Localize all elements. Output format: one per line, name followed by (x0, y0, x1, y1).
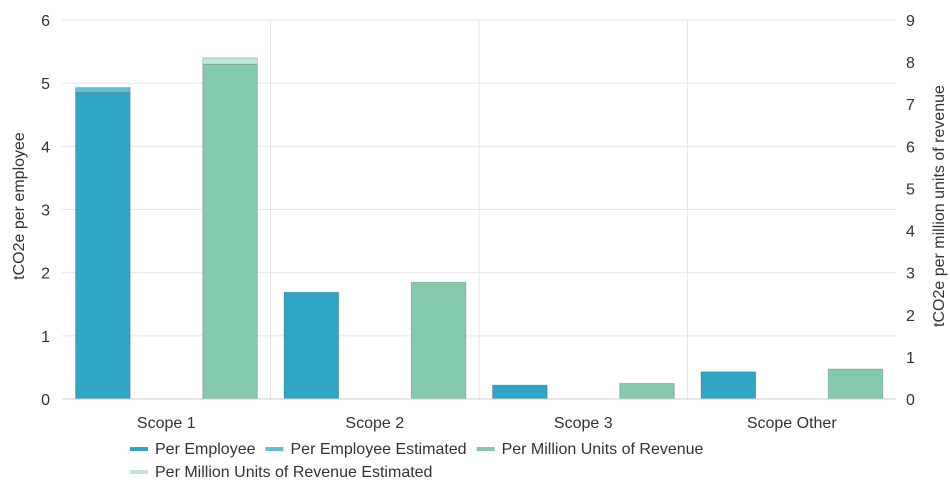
gridlines (62, 19, 896, 400)
right-tick-label: 0 (906, 392, 915, 409)
bar-revenue (619, 382, 675, 400)
bar-employee (75, 92, 131, 400)
legend-swatch (265, 447, 284, 451)
left-axis-title: tCO2e per employee (11, 132, 28, 280)
bar-revenue (410, 281, 467, 400)
category-label: Scope 2 (345, 415, 404, 432)
category-label: Scope Other (747, 415, 838, 432)
bar-revenue (202, 63, 258, 400)
legend-label: Per Employee Estimated (291, 441, 467, 458)
left-tick-label: 6 (41, 13, 50, 30)
legend-label: Per Million Units of Revenue Estimated (155, 464, 432, 481)
legend-label: Per Employee (155, 441, 256, 458)
left-tick-label: 2 (41, 266, 50, 283)
bar-employee (492, 384, 548, 400)
legend-swatch (130, 470, 148, 474)
right-tick-label: 6 (906, 139, 915, 156)
right-tick-label: 4 (906, 224, 915, 241)
legend-label: Per Million Units of Revenue (502, 441, 704, 458)
bar-employee (75, 87, 131, 94)
legend-swatch (476, 447, 495, 451)
axes: 0 1 2 3 4 5 6 0 1 2 3 4 5 6 7 8 9 Scope 1 Scope 2 Scope 3 Sc… (41, 13, 915, 432)
bar-employee (700, 371, 757, 400)
right-tick-label: 2 (906, 308, 915, 325)
bar-revenue (827, 368, 884, 400)
left-tick-label: 3 (41, 203, 50, 220)
category-label: Scope 1 (137, 415, 196, 432)
category-label: Scope 3 (554, 415, 613, 432)
right-tick-label: 7 (906, 97, 915, 114)
left-tick-label: 5 (41, 76, 50, 93)
right-tick-label: 3 (906, 266, 915, 283)
bar-revenue (202, 57, 258, 65)
bars (75, 57, 884, 400)
bar-employee (283, 291, 340, 400)
left-tick-label: 4 (41, 139, 50, 156)
right-tick-label: 9 (906, 13, 915, 30)
legend: Per Employee Per Employee Estimated Per Mi… (130, 441, 704, 481)
legend-swatch (130, 447, 148, 451)
right-axis-title: tCO2e per million units of revenue (931, 85, 948, 327)
right-tick-label: 8 (906, 55, 915, 72)
right-tick-label: 5 (906, 181, 915, 198)
left-tick-label: 0 (41, 392, 50, 409)
left-tick-label: 1 (41, 329, 50, 346)
right-tick-label: 1 (906, 350, 915, 367)
